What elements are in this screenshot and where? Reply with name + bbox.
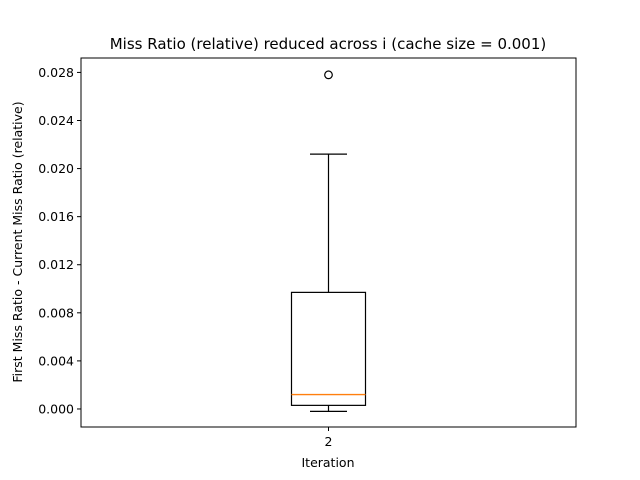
- x-axis-label: Iteration: [301, 455, 354, 470]
- boxes-layer: [290, 70, 367, 412]
- y-tick-label: 0.016: [38, 209, 74, 224]
- y-axis: 0.000 0.004 0.008 0.012 0.016 0.020 0.024 0.028: [38, 65, 81, 416]
- y-tick-label: 0.024: [38, 113, 74, 128]
- y-tick-label: 0.012: [38, 257, 74, 272]
- box-group: [290, 70, 367, 412]
- y-axis-label: First Miss Ratio - Current Miss Ratio (r…: [10, 101, 25, 382]
- x-tick-label: 2: [325, 434, 333, 449]
- chart-title: Miss Ratio (relative) reduced across i (…: [110, 35, 547, 53]
- y-tick-label: 0.004: [38, 353, 74, 368]
- y-tick-label: 0.008: [38, 305, 74, 320]
- y-tick-label: 0.020: [38, 161, 74, 176]
- y-tick-label: 0.028: [38, 65, 74, 80]
- y-tick-label: 0.000: [38, 401, 74, 416]
- x-axis: 2: [325, 427, 333, 449]
- iqr-box: [290, 291, 367, 406]
- outlier-point: [324, 70, 333, 80]
